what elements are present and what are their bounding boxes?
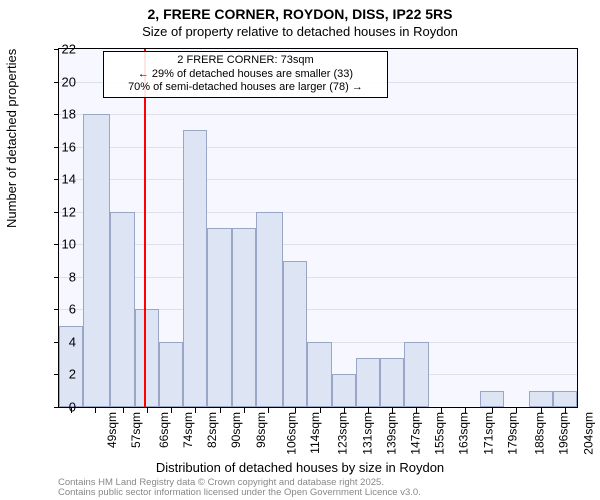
- histogram-bar: [135, 309, 159, 407]
- xtick-mark: [368, 408, 369, 413]
- xtick-label: 171sqm: [481, 412, 495, 455]
- xtick-mark: [71, 408, 72, 413]
- chart-title: 2, FRERE CORNER, ROYDON, DISS, IP22 5RS: [0, 6, 600, 22]
- xtick-mark: [441, 408, 442, 413]
- ytick-label: 16: [36, 139, 76, 154]
- attribution-text: Contains HM Land Registry data © Crown c…: [58, 478, 421, 499]
- histogram-bar: [404, 342, 428, 407]
- histogram-bar: [480, 391, 504, 407]
- xtick-mark: [416, 408, 417, 413]
- plot-area: 2 FRERE CORNER: 73sqm← 29% of detached h…: [58, 48, 578, 408]
- reference-line: [144, 49, 146, 407]
- gridline: [59, 147, 577, 148]
- xtick-mark: [565, 408, 566, 413]
- xtick-mark: [123, 408, 124, 413]
- xtick-mark: [320, 408, 321, 413]
- attribution-line2: Contains public sector information licen…: [58, 487, 421, 498]
- xtick-mark: [492, 408, 493, 413]
- histogram-bar: [380, 358, 404, 407]
- xtick-label: 196sqm: [557, 412, 571, 455]
- info-line: 2 FRERE CORNER: 73sqm: [109, 54, 382, 68]
- info-line: ← 29% of detached houses are smaller (33…: [109, 68, 382, 82]
- xtick-label: 123sqm: [336, 412, 350, 455]
- ytick-label: 2: [36, 367, 76, 382]
- xtick-label: 90sqm: [229, 412, 243, 448]
- xtick-mark: [295, 408, 296, 413]
- xtick-mark: [195, 408, 196, 413]
- xtick-mark: [516, 408, 517, 413]
- gridline: [59, 212, 577, 213]
- ytick-label: 12: [36, 204, 76, 219]
- histogram-bar: [307, 342, 331, 407]
- chart-container: 2, FRERE CORNER, ROYDON, DISS, IP22 5RS …: [0, 0, 600, 500]
- xtick-label: 106sqm: [284, 412, 298, 455]
- xtick-label: 57sqm: [129, 412, 143, 448]
- ytick-label: 22: [36, 42, 76, 57]
- xtick-label: 49sqm: [105, 412, 119, 448]
- histogram-bar: [283, 261, 307, 407]
- xtick-mark: [392, 408, 393, 413]
- attribution-line1: Contains HM Land Registry data © Crown c…: [58, 477, 384, 488]
- ytick-label: 4: [36, 334, 76, 349]
- xtick-label: 114sqm: [308, 412, 322, 454]
- chart-subtitle: Size of property relative to detached ho…: [0, 24, 600, 39]
- histogram-bar: [553, 391, 577, 407]
- ytick-label: 14: [36, 172, 76, 187]
- info-line: 70% of semi-detached houses are larger (…: [109, 81, 382, 95]
- xtick-mark: [465, 408, 466, 413]
- xtick-mark: [268, 408, 269, 413]
- histogram-bar: [110, 212, 134, 407]
- xtick-label: 139sqm: [384, 412, 398, 455]
- ytick-label: 8: [36, 269, 76, 284]
- xtick-mark: [95, 408, 96, 413]
- xtick-label: 188sqm: [533, 412, 547, 455]
- histogram-bar: [159, 342, 183, 407]
- histogram-bar: [529, 391, 553, 407]
- x-axis-label: Distribution of detached houses by size …: [0, 460, 600, 475]
- xtick-label: 179sqm: [506, 412, 520, 455]
- histogram-bar: [207, 228, 231, 407]
- ytick-label: 10: [36, 237, 76, 252]
- xtick-label: 66sqm: [157, 412, 171, 448]
- xtick-mark: [220, 408, 221, 413]
- xtick-mark: [147, 408, 148, 413]
- xtick-label: 74sqm: [181, 412, 195, 448]
- xtick-label: 131sqm: [360, 412, 374, 455]
- xtick-label: 155sqm: [433, 412, 447, 455]
- histogram-bar: [232, 228, 256, 407]
- xtick-mark: [541, 408, 542, 413]
- histogram-bar: [183, 130, 207, 407]
- xtick-label: 147sqm: [409, 412, 423, 455]
- gridline: [59, 114, 577, 115]
- xtick-label: 163sqm: [457, 412, 471, 455]
- histogram-bar: [332, 374, 356, 407]
- histogram-bar: [83, 114, 110, 407]
- gridline: [59, 179, 577, 180]
- xtick-label: 82sqm: [205, 412, 219, 448]
- ytick-label: 6: [36, 302, 76, 317]
- ytick-label: 0: [36, 400, 76, 415]
- gridline: [59, 244, 577, 245]
- gridline: [59, 277, 577, 278]
- info-box: 2 FRERE CORNER: 73sqm← 29% of detached h…: [103, 51, 388, 98]
- xtick-label: 98sqm: [254, 412, 268, 448]
- ytick-label: 18: [36, 107, 76, 122]
- histogram-bar: [256, 212, 283, 407]
- histogram-bar: [356, 358, 380, 407]
- xtick-mark: [244, 408, 245, 413]
- xtick-label: 204sqm: [581, 412, 595, 455]
- xtick-mark: [171, 408, 172, 413]
- ytick-label: 20: [36, 74, 76, 89]
- y-axis-label: Number of detached properties: [4, 49, 19, 228]
- xtick-mark: [344, 408, 345, 413]
